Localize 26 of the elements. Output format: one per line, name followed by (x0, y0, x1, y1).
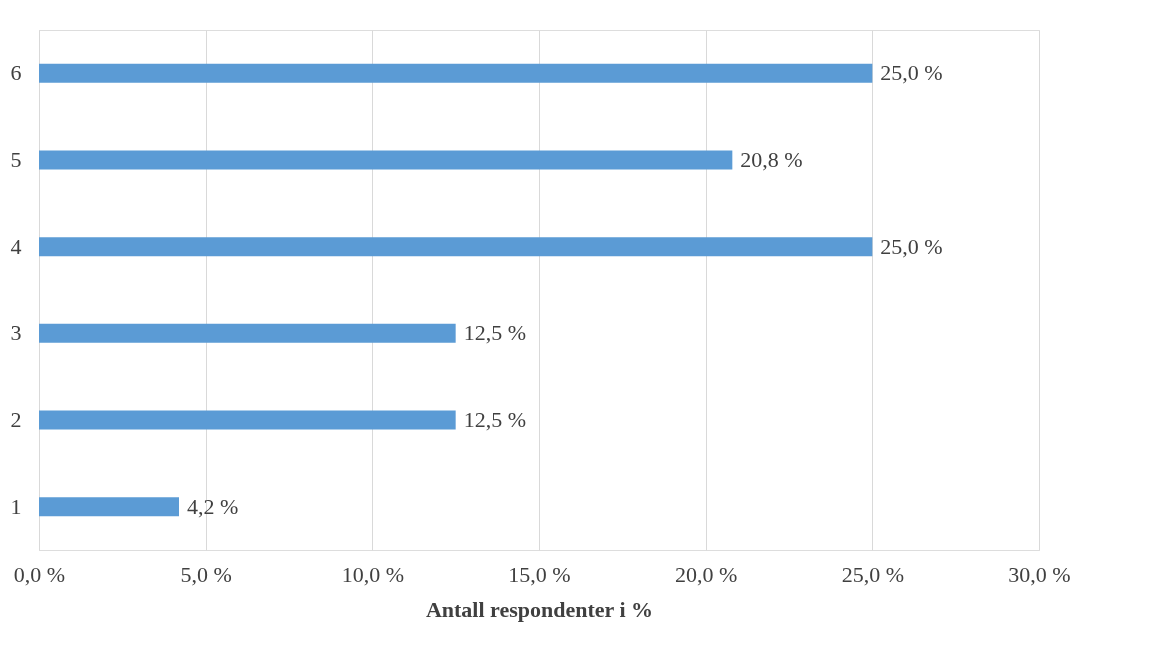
x-tick-label: 30,0 % (1008, 561, 1071, 587)
data-label: 4,2 % (187, 493, 239, 519)
data-label: 12,5 % (463, 407, 526, 432)
x-tick-label: 20,0 % (675, 561, 738, 587)
x-axis-title: Antall respondenter i % (425, 596, 654, 622)
data-label: 12,5 % (463, 320, 526, 346)
x-tick-label: 0,0 % (13, 561, 66, 587)
bar (39, 323, 456, 343)
data-label: 20,8 % (740, 147, 803, 172)
y-tick-label: 4 (10, 233, 22, 259)
x-tick-label: 15,0 % (508, 561, 571, 587)
y-tick-label: 5 (10, 147, 22, 172)
data-label: 25,0 % (880, 60, 943, 86)
bar (39, 237, 873, 257)
x-tick-label: 25,0 % (841, 561, 904, 587)
bar (39, 497, 179, 517)
data-label: 25,0 % (880, 233, 943, 259)
y-tick-label: 6 (10, 60, 22, 86)
bar (39, 410, 456, 430)
y-tick-label: 3 (10, 320, 22, 346)
y-tick-label: 2 (10, 407, 22, 432)
x-tick-label: 10,0 % (341, 561, 404, 587)
x-tick-label: 5,0 % (180, 561, 232, 587)
bar (39, 150, 733, 170)
bar (39, 63, 873, 83)
y-tick-label: 1 (10, 493, 22, 519)
